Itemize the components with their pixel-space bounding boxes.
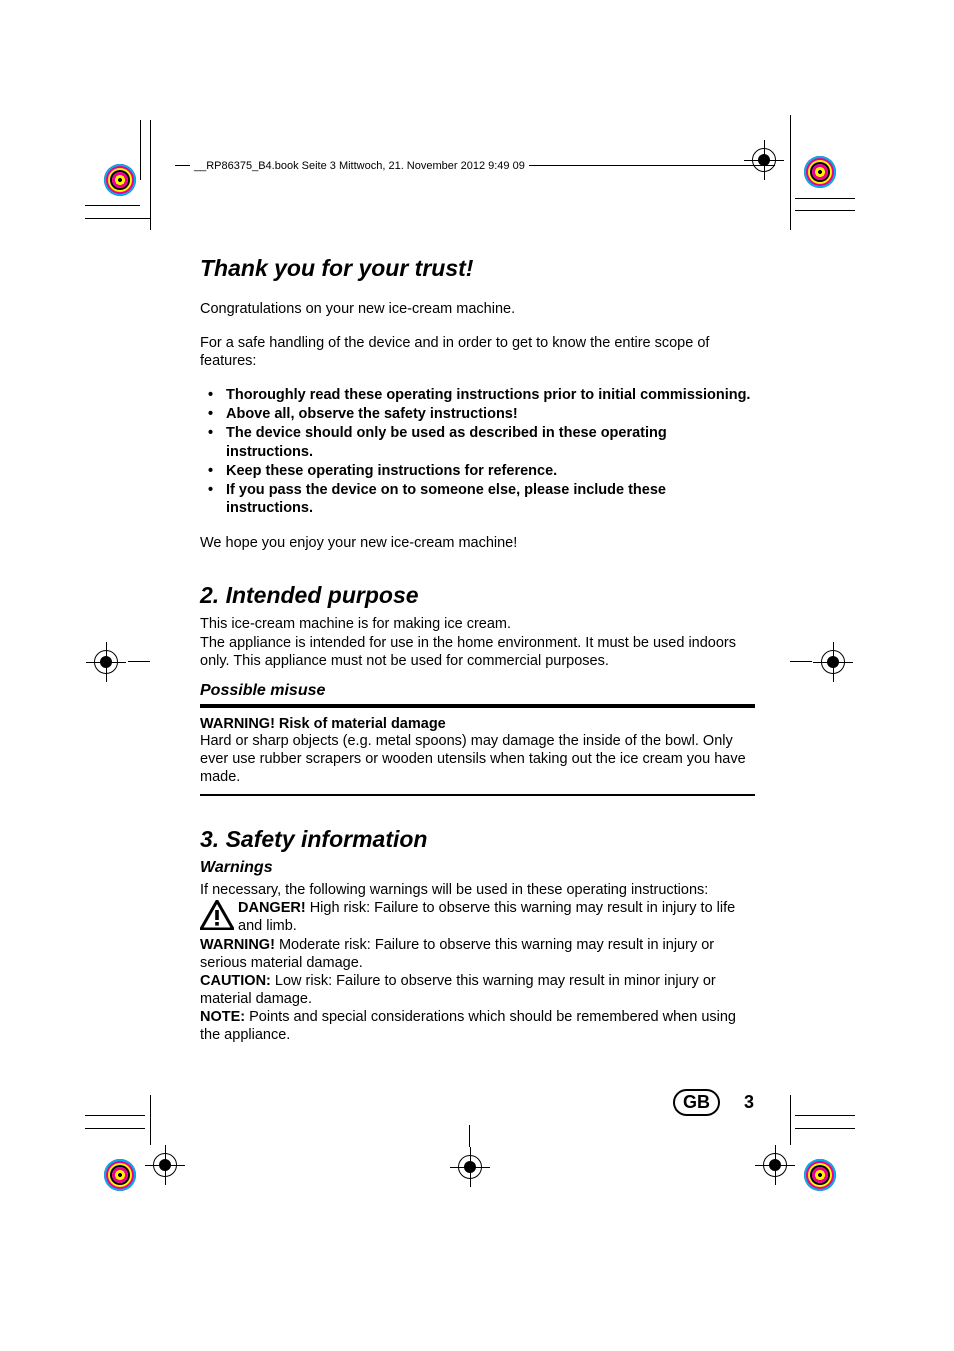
reg-mark-bottom-right-color	[800, 1155, 840, 1195]
caution-body: Low risk: Failure to observe this warnin…	[200, 973, 716, 1007]
title-thank-you: Thank you for your trust!	[200, 255, 755, 282]
misuse-warning-body: Hard or sharp objects (e.g. metal spoons…	[200, 732, 755, 786]
crop-mark	[85, 1128, 145, 1129]
closing-text: We hope you enjoy your new ice-cream mac…	[200, 534, 755, 552]
warnings-block: If necessary, the following warnings wil…	[200, 881, 755, 1044]
warning-body: Moderate risk: Failure to observe this w…	[200, 937, 714, 971]
reg-mark-bottom-center	[450, 1147, 490, 1187]
crop-mark	[85, 1115, 145, 1116]
page-content: Thank you for your trust! Congratulation…	[200, 255, 755, 1044]
crop-mark	[795, 210, 855, 211]
note-line: NOTE: Points and special considerations …	[200, 1008, 755, 1044]
reg-mark-top-right-color	[800, 152, 840, 192]
misuse-warning-title: WARNING! Risk of material damage	[200, 716, 755, 732]
bullet-item: Above all, observe the safety instructio…	[200, 405, 755, 424]
crop-mark	[469, 1125, 470, 1147]
danger-body: High risk: Failure to observe this warni…	[238, 900, 735, 934]
caution-label: CAUTION:	[200, 973, 271, 989]
rule-thin	[200, 794, 755, 796]
title-intended-purpose: 2. Intended purpose	[200, 582, 755, 609]
reg-mark-bottom-right-1	[755, 1145, 795, 1185]
crop-mark	[790, 1095, 791, 1145]
reg-mark-left-mid	[86, 642, 126, 682]
reg-mark-top-right-1	[744, 140, 784, 180]
note-label: NOTE:	[200, 1009, 245, 1025]
danger-text: DANGER! High risk: Failure to observe th…	[238, 899, 755, 935]
warning-line: WARNING! Moderate risk: Failure to obser…	[200, 936, 755, 972]
page-number: 3	[744, 1092, 754, 1113]
instruction-bullets: Thoroughly read these operating instruct…	[200, 386, 755, 518]
bullet-item: Thoroughly read these operating instruct…	[200, 386, 755, 405]
warning-label: WARNING!	[200, 937, 275, 953]
reg-mark-right-mid	[813, 642, 853, 682]
title-safety-info: 3. Safety information	[200, 826, 755, 853]
crop-mark	[150, 120, 151, 230]
danger-label: DANGER!	[238, 900, 306, 916]
intro-features: For a safe handling of the device and in…	[200, 334, 755, 370]
reg-mark-bottom-left-color	[100, 1155, 140, 1195]
crop-mark	[790, 115, 791, 230]
crop-mark	[150, 1095, 151, 1145]
language-badge: GB	[673, 1089, 720, 1116]
crop-mark	[795, 1115, 855, 1116]
bullet-item: If you pass the device on to someone els…	[200, 481, 755, 519]
warning-triangle-icon	[200, 899, 238, 935]
crop-mark	[795, 1128, 855, 1129]
crop-mark	[128, 661, 150, 662]
purpose-line1: This ice-cream machine is for making ice…	[200, 615, 755, 633]
caution-line: CAUTION: Low risk: Failure to observe th…	[200, 972, 755, 1008]
intro-congrats: Congratulations on your new ice-cream ma…	[200, 300, 755, 318]
crop-mark	[85, 205, 140, 206]
rule-thick	[200, 704, 755, 708]
footer: GB 3	[673, 1089, 754, 1116]
header-text: __RP86375_B4.book Seite 3 Mittwoch, 21. …	[190, 160, 529, 172]
reg-mark-top-left-color	[100, 160, 140, 200]
crop-mark	[85, 218, 150, 219]
bullet-item: The device should only be used as descri…	[200, 424, 755, 462]
crop-mark	[790, 661, 812, 662]
heading-warnings: Warnings	[200, 859, 755, 877]
purpose-line2: The appliance is intended for use in the…	[200, 634, 755, 670]
heading-possible-misuse: Possible misuse	[200, 682, 755, 700]
crop-mark	[140, 120, 141, 180]
bullet-item: Keep these operating instructions for re…	[200, 462, 755, 481]
warnings-intro: If necessary, the following warnings wil…	[200, 881, 755, 899]
danger-row: DANGER! High risk: Failure to observe th…	[200, 899, 755, 935]
reg-mark-bottom-left	[145, 1145, 185, 1185]
crop-mark	[795, 198, 855, 199]
note-body: Points and special considerations which …	[200, 1009, 736, 1043]
